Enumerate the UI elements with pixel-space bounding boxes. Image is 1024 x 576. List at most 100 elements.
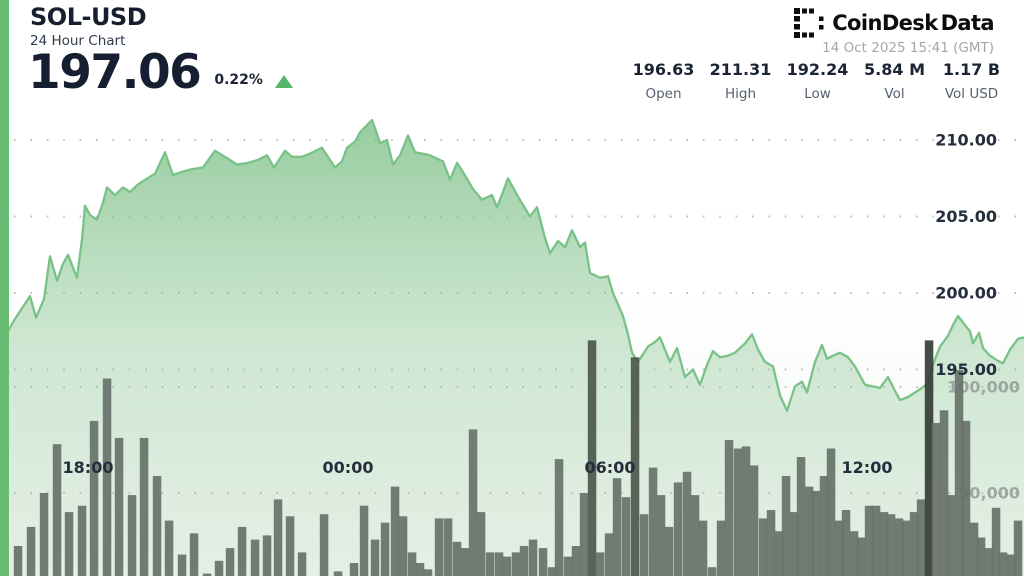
volume-bar: [984, 548, 994, 576]
price-axis-tick: 200.00: [935, 284, 997, 303]
volume-axis-tick: 50,000: [958, 484, 1020, 503]
volume-bar: [297, 552, 307, 576]
volume-bar: [494, 552, 504, 576]
volume-bar: [871, 505, 881, 576]
price-up-arrow-icon: [274, 75, 293, 89]
volume-bar: [707, 567, 717, 576]
volume-bar: [349, 563, 359, 576]
accent-left-strip: [0, 0, 9, 576]
stat-open-value: 196.63: [632, 60, 695, 79]
volume-bars-layer: [13, 340, 1023, 576]
volume-bar: [423, 569, 433, 576]
volume-axis-labels: 100,000 50,000: [947, 378, 1020, 503]
volume-bar: [834, 520, 844, 576]
change-percent: 0.22%: [214, 72, 263, 89]
volume-bar: [39, 493, 49, 576]
volume-bar: [954, 370, 964, 576]
volume-bar: [931, 423, 941, 576]
volume-bar: [819, 476, 829, 576]
volume-bar: [443, 518, 453, 576]
volume-bar: [733, 448, 743, 576]
brand-name-data: Data: [940, 11, 995, 35]
volume-bar: [690, 495, 700, 576]
volume-bar: [961, 420, 971, 576]
volume-bar: [998, 552, 1008, 576]
volume-bar: [452, 541, 462, 576]
volume-bar: [407, 552, 417, 576]
volume-bar: [571, 546, 581, 576]
volume-bar: [741, 446, 751, 576]
volume-bar: [698, 520, 708, 576]
stat-volume-value: 5.84 M: [864, 60, 925, 79]
volume-axis-tick: 100,000: [947, 378, 1020, 397]
chart-timestamp: 14 Oct 2025 15:41 (GMT): [822, 40, 994, 56]
volume-bar: [26, 526, 36, 576]
volume-bar: [879, 512, 889, 576]
volume-bar: [415, 563, 425, 576]
volume-bar: [682, 471, 692, 576]
volume-bar: [579, 493, 589, 576]
volume-bar: [804, 486, 814, 576]
volume-bar: [587, 340, 597, 576]
volume-bar: [359, 505, 369, 576]
volume-bar: [1006, 554, 1016, 576]
volume-bar: [547, 567, 557, 576]
stat-volume-usd-value: 1.17 B: [942, 60, 1001, 79]
ohlc-stats-row: 196.63 Open 211.31 High 192.24 Low 5.84 …: [625, 60, 1010, 102]
volume-bar: [434, 518, 444, 576]
time-axis-tick: 00:00: [323, 458, 374, 477]
volume-bar: [114, 437, 124, 576]
volume-bar: [468, 429, 478, 576]
price-area-layer: [6, 118, 1024, 576]
volume-bar: [476, 512, 486, 576]
volume-bar: [789, 512, 799, 576]
current-price-row: 197.06 0.22%: [28, 48, 293, 97]
coindesk-brand: CoinDesk Data: [794, 8, 995, 38]
volume-bar: [502, 556, 512, 576]
volume-bar: [237, 526, 247, 576]
volume-bar: [716, 520, 726, 576]
stat-low-value: 192.24: [786, 60, 849, 79]
volume-bar: [333, 571, 343, 576]
volume-bar: [946, 495, 956, 576]
volume-bar: [262, 535, 272, 576]
volume-bar: [856, 537, 866, 576]
volume-bar: [864, 505, 874, 576]
stat-open: 196.63 Open: [625, 60, 702, 102]
volume-bar: [164, 520, 174, 576]
price-axis-labels: 210.00 205.00 200.00 195.00: [935, 131, 997, 380]
volume-bar: [781, 476, 791, 576]
stat-volume-label: Vol: [884, 86, 905, 102]
coindesk-logo-icon: [794, 8, 824, 38]
volume-bar: [102, 378, 112, 576]
volume-bar: [826, 448, 836, 576]
volume-bar: [766, 510, 776, 576]
stat-high: 211.31 High: [702, 60, 779, 102]
volume-bar: [909, 512, 919, 576]
chart-subtitle: 24 Hour Chart: [30, 33, 126, 50]
volume-bar: [724, 440, 734, 576]
volume-bar: [538, 548, 548, 576]
volume-bar: [849, 531, 859, 576]
volume-bar: [390, 486, 400, 576]
price-axis-tick: 205.00: [935, 207, 997, 226]
volume-bar: [139, 437, 149, 576]
volume-bar: [630, 357, 640, 576]
volume-bar: [13, 546, 23, 576]
volume-bar: [639, 514, 649, 576]
volume-bar: [894, 518, 904, 576]
volume-bar: [664, 526, 674, 576]
volume-bar: [77, 505, 87, 576]
volume-bar: [563, 556, 573, 576]
volume-bar: [380, 522, 390, 576]
volume-bar: [52, 444, 62, 576]
time-axis-labels: 18:00 00:00 06:00 12:00: [63, 458, 893, 477]
volume-bar: [924, 340, 934, 576]
volume-bar: [648, 467, 658, 576]
time-axis-tick: 18:00: [63, 458, 114, 477]
volume-bar: [152, 476, 162, 576]
volume-bar: [612, 478, 622, 576]
volume-bar: [774, 531, 784, 576]
